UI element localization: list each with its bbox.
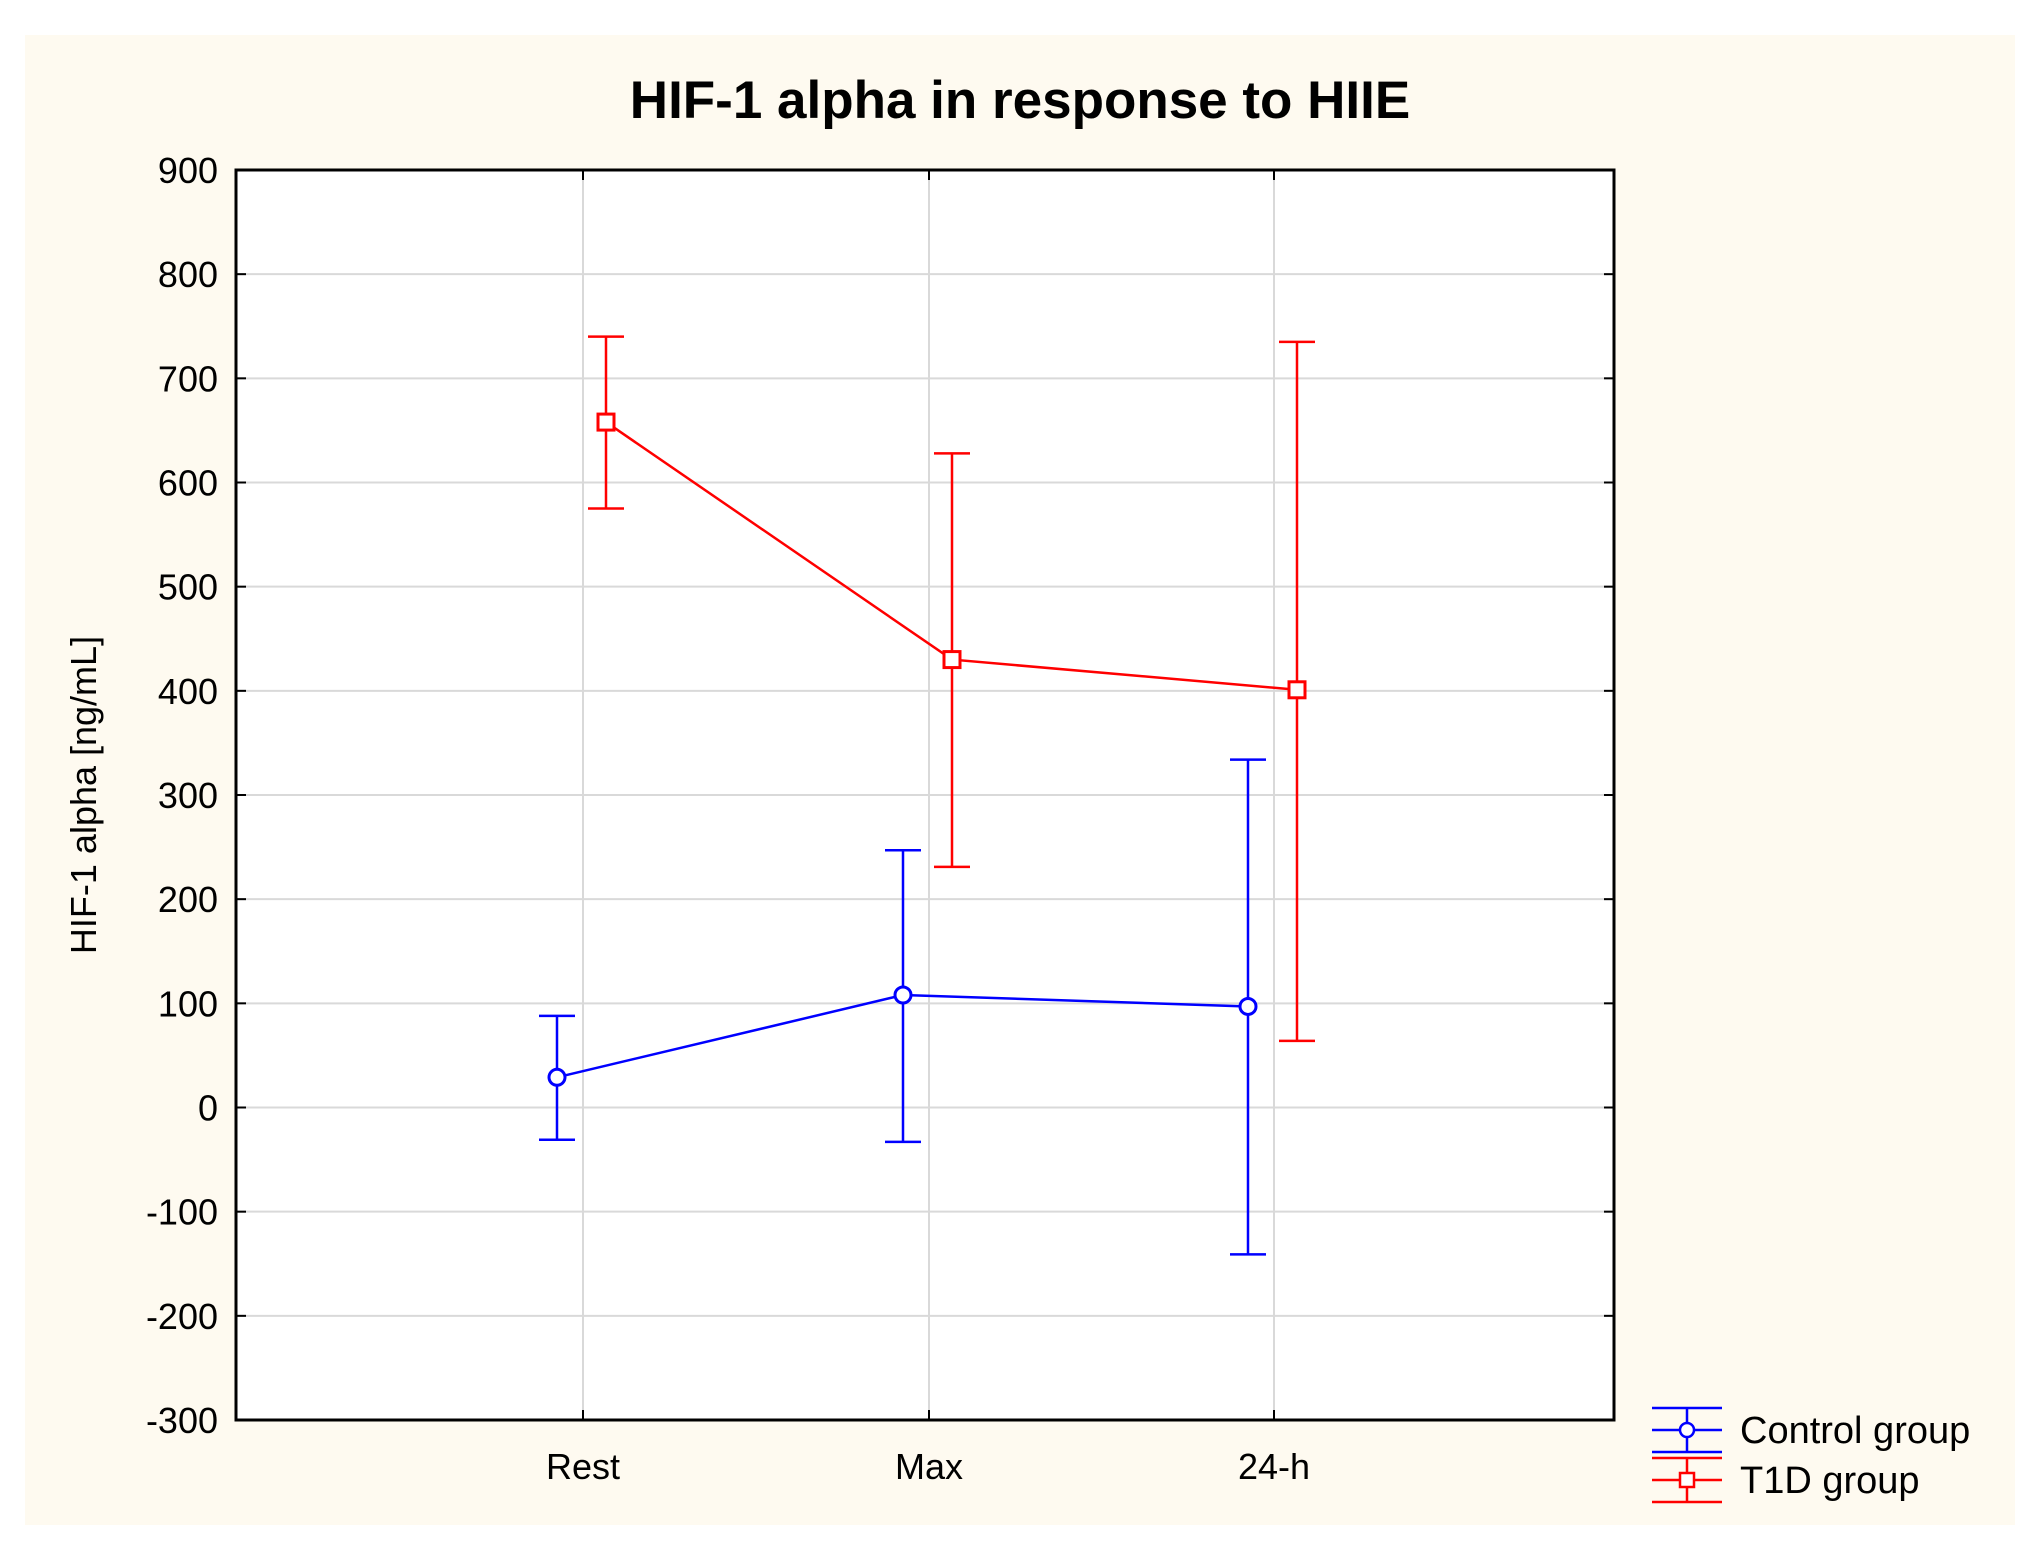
grid-lines (236, 170, 1614, 1420)
data-point-square (1287, 680, 1307, 700)
y-axis-title: HIF-1 alpha [ng/mL] (63, 636, 104, 954)
y-tick-label: -300 (146, 1400, 218, 1441)
x-tick-label: Rest (546, 1446, 620, 1487)
y-tick-label: 700 (158, 358, 218, 399)
plot-frame (234, 168, 1616, 1422)
data-point-square (596, 412, 616, 432)
x-tick-label: Max (895, 1446, 963, 1487)
legend-marker-circle (1678, 1421, 1696, 1439)
legend-label: T1D group (1740, 1460, 1920, 1502)
y-tick-label: 200 (158, 879, 218, 920)
y-tick-label: 500 (158, 567, 218, 608)
chart-title: HIF-1 alpha in response to HIIE (630, 71, 1410, 130)
legend-marker-square (1678, 1471, 1696, 1489)
y-tick-label: 100 (158, 983, 218, 1024)
legend-item: T1D group (1652, 1456, 1920, 1504)
y-tick-label: 900 (158, 150, 218, 191)
text-layer: HIF-1 alpha in response to HIIE HIF-1 al… (63, 71, 1410, 1487)
legend: Control group T1D group (1652, 1406, 1970, 1504)
series-layer (539, 335, 1315, 1256)
y-tick-label: -200 (146, 1296, 218, 1337)
y-tick-label: -100 (146, 1192, 218, 1233)
y-tick-label: 800 (158, 254, 218, 295)
legend-label: Control group (1740, 1410, 1970, 1452)
data-point-circle (547, 1067, 567, 1087)
y-tick-label: 600 (158, 463, 218, 504)
legend-item: Control group (1652, 1406, 1970, 1454)
y-tick-label: 0 (198, 1088, 218, 1129)
series-control-group (539, 758, 1266, 1256)
data-point-square (942, 650, 962, 670)
data-point-circle (893, 985, 913, 1005)
axes (234, 168, 1616, 1422)
y-tick-label: 300 (158, 775, 218, 816)
series-t1d-group (588, 335, 1315, 1043)
data-point-circle (1238, 996, 1258, 1016)
y-tick-label: 400 (158, 671, 218, 712)
x-tick-label: 24-h (1238, 1446, 1310, 1487)
